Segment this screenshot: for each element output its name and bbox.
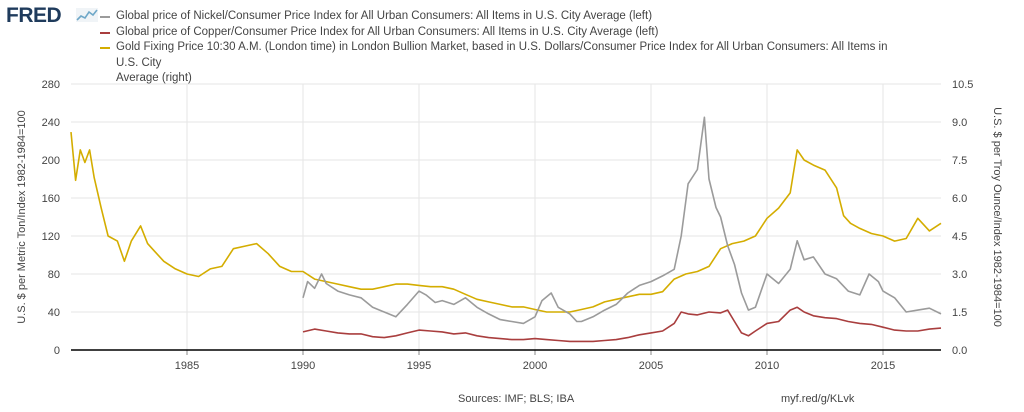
plot-area xyxy=(71,84,941,350)
legend-swatch-nickel xyxy=(100,16,110,18)
fred-logo[interactable]: FRED xyxy=(6,4,62,27)
y-tick-label-left: 240 xyxy=(42,117,60,129)
sources-note: Sources: IMF; BLS; IBA xyxy=(458,393,575,405)
series-line-gold xyxy=(70,132,942,313)
series-line-nickel xyxy=(302,116,942,325)
y-tick-label-right: 6.0 xyxy=(952,193,967,205)
legend-item-nickel[interactable]: Global price of Nickel/Consumer Price In… xyxy=(100,9,910,25)
y-axis-title-right: U.S. $ per Troy Ounce/Index 1982-1984=10… xyxy=(991,107,1003,327)
y-tick-label-right: 0.0 xyxy=(952,345,967,357)
x-tick-label: 2005 xyxy=(639,360,663,372)
y-tick-label-left: 280 xyxy=(42,79,60,91)
y-tick-label-left: 0 xyxy=(54,345,60,357)
y-tick-label-right: 1.5 xyxy=(952,307,967,319)
legend-swatch-gold xyxy=(100,47,110,50)
y-tick-label-right: 9.0 xyxy=(952,117,967,129)
x-tick-label: 1985 xyxy=(175,360,199,372)
short-url-link[interactable]: myf.red/g/KLvk xyxy=(781,393,855,405)
legend-swatch-copper xyxy=(100,31,110,34)
x-tick-label: 1990 xyxy=(291,360,315,372)
y-tick-label-left: 120 xyxy=(42,231,60,243)
y-tick-label-right: 7.5 xyxy=(952,155,967,167)
legend-label-gold-line2: Average (right) xyxy=(116,72,192,85)
y-tick-label-left: 160 xyxy=(42,193,60,205)
legend-label-copper: Global price of Copper/Consumer Price In… xyxy=(116,25,659,38)
legend-label-nickel: Global price of Nickel/Consumer Price In… xyxy=(116,10,653,22)
y-tick-label-right: 4.5 xyxy=(952,231,967,243)
y-tick-label-left: 200 xyxy=(42,155,60,167)
y-tick-label-right: 10.5 xyxy=(952,79,973,91)
x-tick-label: 2015 xyxy=(871,360,895,372)
legend-item-gold[interactable]: Gold Fixing Price 10:30 A.M. (London tim… xyxy=(100,40,910,87)
line-graph-icon xyxy=(76,8,98,22)
y-tick-label-left: 80 xyxy=(48,269,60,281)
y-tick-label-left: 40 xyxy=(48,307,60,319)
x-tick-label: 2000 xyxy=(523,360,547,372)
y-axis-title-left: U.S. $ per Metric Ton/Index 1982-1984=10… xyxy=(16,110,28,324)
y-tick-label-right: 3.0 xyxy=(952,269,967,281)
x-tick-label: 2010 xyxy=(755,360,779,372)
series-line-copper xyxy=(302,306,942,343)
chart-legend: Global price of Nickel/Consumer Price In… xyxy=(100,9,910,87)
legend-item-copper[interactable]: Global price of Copper/Consumer Price In… xyxy=(100,25,910,41)
x-tick-label: 1995 xyxy=(407,360,431,372)
legend-label-gold-line1: Gold Fixing Price 10:30 A.M. (London tim… xyxy=(116,41,888,69)
